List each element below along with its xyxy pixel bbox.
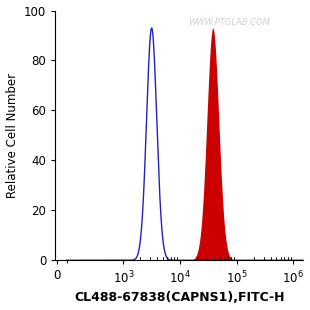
Text: WWW.PTGLAB.COM: WWW.PTGLAB.COM bbox=[188, 18, 270, 27]
X-axis label: CL488-67838(CAPNS1),FITC-H: CL488-67838(CAPNS1),FITC-H bbox=[74, 291, 285, 304]
Y-axis label: Relative Cell Number: Relative Cell Number bbox=[6, 73, 19, 198]
